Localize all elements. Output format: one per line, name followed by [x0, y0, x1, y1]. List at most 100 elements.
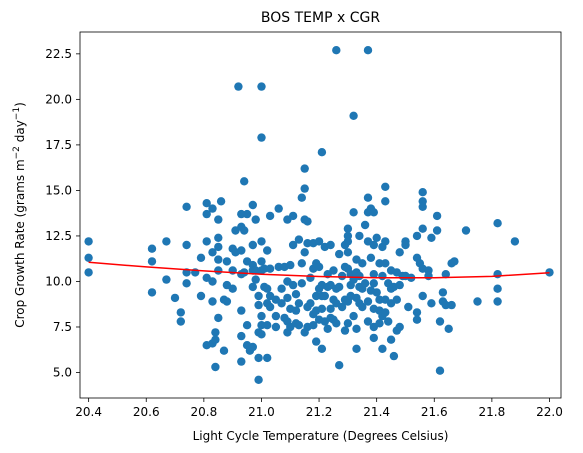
points-layer	[84, 46, 554, 384]
data-point	[274, 262, 283, 272]
data-point	[251, 275, 260, 284]
data-point	[248, 282, 257, 292]
y-tick-label: 10.0	[45, 274, 72, 288]
data-point	[300, 164, 309, 173]
data-point	[320, 291, 329, 301]
data-point	[352, 344, 361, 353]
data-point	[257, 237, 266, 246]
data-point	[237, 246, 246, 255]
x-tick-label: 21.0	[248, 405, 275, 419]
data-point	[363, 193, 373, 202]
data-point	[461, 226, 471, 235]
data-point	[369, 270, 378, 279]
y-axis-label: Crop Growth Rate (grams m−2 day−1)	[12, 102, 27, 328]
data-point	[441, 270, 450, 279]
data-point	[375, 295, 384, 304]
data-point	[300, 248, 309, 257]
data-point	[288, 240, 298, 250]
data-point	[326, 240, 335, 250]
data-point	[450, 257, 459, 266]
data-point	[545, 268, 554, 277]
data-point	[254, 353, 263, 363]
data-point	[84, 237, 93, 246]
data-point	[214, 266, 223, 275]
data-point	[355, 271, 364, 281]
data-point	[182, 202, 191, 211]
data-point	[147, 257, 157, 266]
data-point	[294, 321, 304, 330]
data-point	[228, 284, 237, 293]
data-point	[271, 322, 281, 332]
data-point	[381, 259, 390, 268]
data-point	[242, 321, 252, 330]
data-point	[297, 193, 306, 202]
data-point	[265, 302, 275, 312]
data-point	[369, 279, 378, 288]
data-point	[335, 249, 344, 259]
x-axis: 20.4 20.6 20.8 21.0 21.2 21.4 21.6 21.8 22.0	[75, 398, 563, 419]
data-point	[363, 297, 373, 306]
y-axis: 5.0 7.5 10.0 12.5 15.0 17.5 20.0 22.5	[45, 47, 80, 380]
data-point	[332, 46, 341, 55]
data-point	[265, 264, 275, 273]
data-point	[369, 208, 378, 217]
data-point	[291, 306, 301, 315]
data-point	[384, 317, 393, 326]
data-point	[208, 277, 217, 286]
data-point	[372, 288, 381, 297]
data-point	[441, 300, 450, 310]
data-point	[248, 200, 257, 210]
data-point	[317, 344, 327, 353]
y-tick-label: 5.0	[53, 366, 72, 380]
y-tick-label: 22.5	[45, 47, 72, 61]
data-point	[369, 333, 378, 343]
data-point	[418, 291, 427, 301]
x-tick-label: 21.6	[421, 405, 448, 419]
data-point	[317, 304, 327, 313]
data-point	[473, 297, 482, 306]
data-point	[395, 280, 404, 290]
data-point	[214, 215, 223, 224]
data-point	[214, 233, 223, 242]
data-point	[493, 284, 502, 293]
data-point	[84, 268, 93, 277]
data-point	[222, 257, 232, 266]
data-point	[343, 248, 353, 257]
data-point	[300, 184, 309, 193]
data-point	[389, 351, 399, 361]
data-point	[202, 237, 211, 246]
y-tick-label: 7.5	[53, 320, 72, 334]
data-point	[271, 311, 281, 321]
data-point	[355, 231, 364, 241]
data-point	[257, 257, 266, 266]
y-label-part: Crop Growth Rate (grams m	[13, 159, 27, 327]
data-point	[237, 306, 246, 315]
data-point	[219, 346, 229, 355]
data-point	[283, 293, 292, 303]
y-tick-label: 15.0	[45, 183, 72, 197]
data-point	[208, 297, 217, 306]
plot-frame	[79, 31, 562, 399]
data-point	[493, 270, 502, 279]
data-point	[237, 209, 246, 219]
data-point	[493, 297, 502, 306]
data-point	[363, 317, 373, 326]
data-point	[349, 111, 358, 121]
data-point	[404, 302, 413, 312]
data-point	[208, 204, 217, 213]
data-point	[202, 209, 211, 219]
data-point	[288, 280, 298, 290]
data-point	[395, 322, 404, 332]
data-point	[366, 253, 376, 262]
data-point	[251, 215, 260, 224]
data-point	[438, 288, 448, 297]
data-point	[447, 300, 456, 310]
data-point	[386, 335, 396, 344]
data-point	[412, 315, 422, 324]
data-point	[297, 259, 306, 268]
y-label-part: day	[13, 120, 27, 146]
data-point	[240, 226, 249, 235]
data-point	[349, 311, 358, 321]
x-tick-label: 21.4	[363, 405, 390, 419]
data-point	[306, 273, 315, 282]
